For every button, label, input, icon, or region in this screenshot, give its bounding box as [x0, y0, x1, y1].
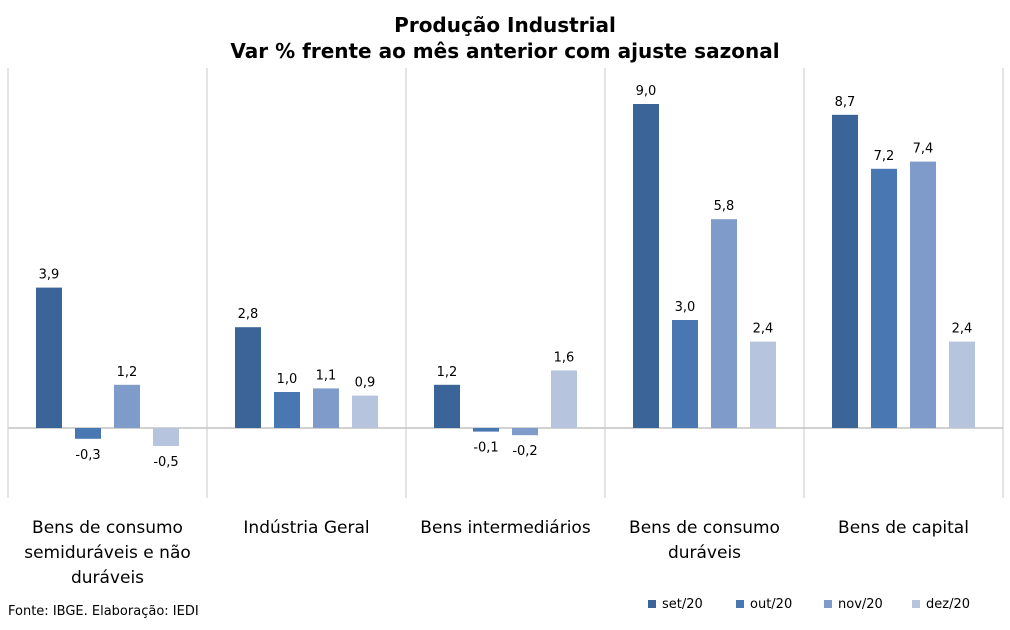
data-label: -0,2 [512, 444, 537, 459]
bar [871, 168, 897, 429]
bar [114, 384, 140, 428]
category-label: Indústria Geral [243, 518, 369, 538]
legend-label: nov/20 [838, 596, 883, 612]
data-label: -0,1 [473, 441, 498, 456]
bar [313, 388, 339, 428]
bar [75, 428, 101, 439]
chart-subtitle: Var % frente ao mês anterior com ajuste … [230, 39, 780, 63]
data-label: 8,7 [835, 95, 856, 110]
bar [512, 428, 538, 436]
data-label: 3,9 [39, 268, 60, 283]
bar [672, 320, 698, 428]
data-label: 9,0 [636, 84, 657, 99]
bar [274, 392, 300, 428]
data-label: -0,3 [75, 448, 100, 463]
legend-swatch [912, 600, 920, 608]
legend-item: nov/20 [824, 597, 912, 612]
bar [434, 384, 460, 428]
legend-swatch [648, 600, 656, 608]
legend-label: set/20 [662, 596, 703, 612]
data-label: 0,9 [355, 376, 376, 391]
category-label: Bens de consumo [629, 518, 780, 538]
bar [473, 428, 499, 432]
data-label: 2,4 [753, 322, 774, 337]
legend-swatch [824, 600, 832, 608]
data-label: 7,4 [913, 142, 934, 157]
bar [36, 287, 62, 428]
category-label: semiduráveis e não [24, 543, 191, 563]
data-label: 5,8 [714, 199, 735, 214]
legend-label: out/20 [750, 596, 793, 612]
bar [949, 341, 975, 428]
category-label: Bens de consumo [32, 518, 183, 538]
bar [910, 161, 936, 428]
data-label: 7,2 [874, 149, 895, 164]
category-label: duráveis [71, 568, 144, 588]
chart-title: Produção Industrial [394, 13, 616, 37]
legend-item: dez/20 [912, 597, 1000, 612]
data-label: 2,8 [238, 307, 259, 322]
chart-title-block: Produção Industrial Var % frente ao mês … [0, 12, 1010, 64]
bar [551, 370, 577, 428]
legend-item: out/20 [736, 597, 824, 612]
source-note: Fonte: IBGE. Elaboração: IEDI [8, 604, 199, 619]
category-label: Bens intermediários [420, 518, 591, 538]
legend: set/20 out/20 nov/20 dez/20 [648, 596, 1000, 612]
bar [750, 341, 776, 428]
category-label: duráveis [668, 543, 741, 563]
bar [633, 104, 659, 428]
data-label: 1,2 [437, 365, 458, 380]
data-label: 1,0 [277, 372, 298, 387]
bar [711, 219, 737, 428]
category-label: Bens de capital [838, 518, 969, 538]
bar [832, 114, 858, 429]
data-label: 1,6 [554, 350, 575, 365]
bar [235, 327, 261, 428]
bar [153, 428, 179, 446]
data-label: -0,5 [153, 455, 178, 470]
legend-item: set/20 [648, 597, 736, 612]
legend-swatch [736, 600, 744, 608]
bar [352, 395, 378, 428]
data-label: 1,2 [117, 365, 138, 380]
legend-label: dez/20 [926, 596, 970, 612]
data-label: 1,1 [316, 368, 337, 383]
data-label: 2,4 [952, 322, 973, 337]
data-label: 3,0 [675, 300, 696, 315]
